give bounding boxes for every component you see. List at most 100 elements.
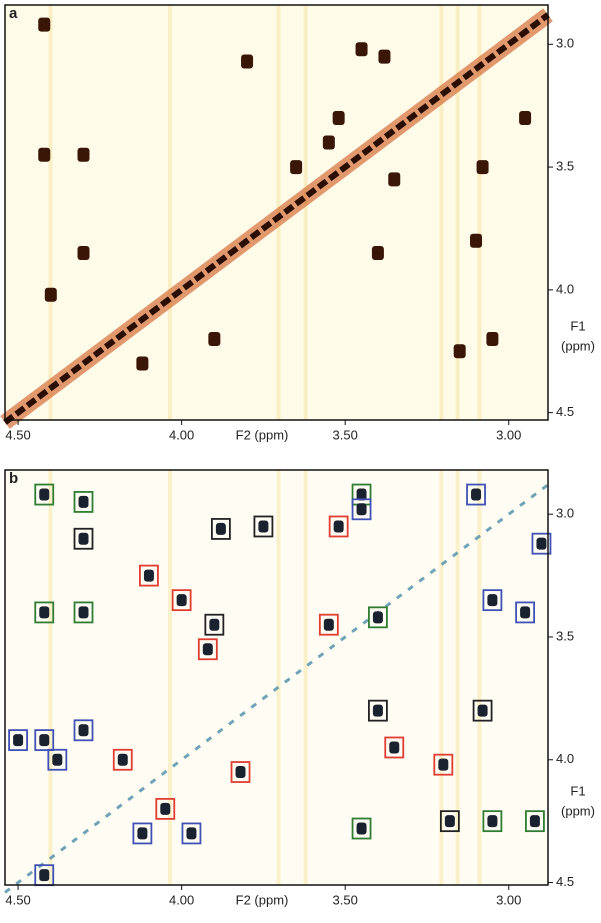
peak-spot bbox=[487, 815, 498, 828]
cross-peak bbox=[332, 110, 345, 125]
peak-spot bbox=[333, 520, 344, 533]
peak-box bbox=[112, 748, 133, 771]
y-tick-label: 3.0 bbox=[556, 36, 574, 51]
peak-box bbox=[204, 613, 225, 636]
cross-peak bbox=[355, 42, 368, 57]
x-tick-label: 3.00 bbox=[496, 427, 521, 442]
y-tick-label: 4.0 bbox=[556, 751, 574, 766]
peak-spot bbox=[78, 495, 89, 508]
diagonal-core bbox=[3, 12, 550, 425]
peak-box bbox=[439, 810, 460, 833]
peak-spot bbox=[529, 815, 540, 828]
peak-spot bbox=[78, 606, 89, 619]
cross-peak bbox=[322, 135, 335, 150]
diagonal bbox=[4, 483, 549, 894]
peak-spot bbox=[438, 758, 449, 771]
noise-streak bbox=[167, 470, 172, 885]
peak-box bbox=[253, 515, 274, 538]
x-tick-label: 4.00 bbox=[169, 892, 194, 907]
cross-peak bbox=[519, 110, 532, 125]
y-tick-label: 3.5 bbox=[556, 628, 574, 643]
noise-streak bbox=[477, 5, 482, 420]
peak-spot bbox=[487, 594, 498, 607]
peak-box bbox=[73, 601, 94, 624]
y-axis-label: (ppm) bbox=[561, 803, 595, 818]
peak-box bbox=[34, 601, 55, 624]
peak-spot bbox=[536, 537, 547, 550]
peak-box bbox=[155, 797, 176, 820]
cross-peak bbox=[388, 172, 401, 187]
cross-peak bbox=[136, 356, 149, 371]
peak-box bbox=[210, 518, 231, 540]
cross-peak bbox=[77, 147, 90, 162]
cross-peak bbox=[486, 331, 499, 346]
cross-peak bbox=[208, 331, 221, 346]
cross-peak bbox=[476, 160, 489, 175]
peak-spot bbox=[78, 724, 89, 737]
peak-box bbox=[34, 729, 55, 752]
noise-streak bbox=[48, 470, 53, 885]
peak-spot bbox=[143, 569, 154, 582]
x-tick-label: 4.00 bbox=[169, 427, 194, 442]
peak-box bbox=[132, 822, 153, 845]
x-tick-label: 4.50 bbox=[5, 892, 30, 907]
cross-peak bbox=[241, 54, 254, 69]
noise-streak bbox=[455, 470, 460, 885]
peak-box bbox=[318, 613, 339, 636]
noise-streak bbox=[439, 470, 444, 885]
peak-spot bbox=[235, 766, 246, 779]
peak-box bbox=[433, 753, 454, 776]
peak-box bbox=[181, 822, 202, 845]
cross-peak bbox=[38, 147, 51, 162]
y-tick-label: 4.5 bbox=[556, 874, 574, 889]
peak-spot bbox=[202, 643, 213, 656]
y-axis-label: F1 bbox=[570, 783, 585, 798]
y-tick-label: 3.0 bbox=[556, 506, 574, 521]
noise-streak bbox=[48, 5, 53, 420]
plot-frame bbox=[4, 4, 549, 421]
peak-spot bbox=[471, 488, 482, 501]
peak-spot bbox=[39, 869, 50, 882]
peak-spot bbox=[52, 753, 63, 766]
noise-streak bbox=[167, 5, 172, 420]
plot-frame bbox=[4, 469, 549, 886]
peak-box bbox=[472, 699, 493, 722]
peak-box bbox=[73, 527, 94, 550]
peak-box bbox=[515, 601, 536, 624]
x-axis-label: F2 (ppm) bbox=[236, 892, 289, 907]
peak-spot bbox=[389, 741, 400, 754]
peak-box bbox=[73, 491, 94, 513]
peak-box bbox=[351, 498, 372, 521]
peak-spot bbox=[186, 827, 197, 840]
peak-spot bbox=[356, 822, 367, 835]
peak-spot bbox=[117, 753, 128, 766]
noise-streak bbox=[303, 5, 308, 420]
peak-spot bbox=[258, 520, 269, 533]
noise-streak bbox=[303, 470, 308, 885]
peak-box bbox=[525, 810, 545, 833]
noise-streak bbox=[276, 470, 281, 885]
peak-spot bbox=[176, 594, 187, 607]
peak-spot bbox=[372, 611, 383, 624]
peak-spot bbox=[215, 522, 226, 535]
peak-box bbox=[47, 748, 68, 771]
peak-spot bbox=[137, 827, 148, 840]
cross-peak bbox=[44, 287, 57, 302]
cross-peak bbox=[453, 344, 466, 359]
peak-box bbox=[171, 589, 192, 612]
peak-spot bbox=[372, 704, 383, 717]
peak-box bbox=[34, 483, 55, 506]
cross-peak bbox=[378, 49, 391, 64]
cross-peak bbox=[470, 233, 483, 248]
y-tick-label: 4.5 bbox=[556, 404, 574, 419]
peak-box bbox=[466, 483, 486, 506]
cross-peak bbox=[77, 246, 90, 261]
peak-spot bbox=[444, 815, 455, 828]
peak-box bbox=[531, 532, 552, 555]
peak-box bbox=[351, 817, 372, 840]
panel-label: b bbox=[9, 470, 18, 487]
peak-box bbox=[8, 729, 28, 752]
peak-spot bbox=[160, 802, 171, 815]
peak-spot bbox=[356, 488, 367, 501]
